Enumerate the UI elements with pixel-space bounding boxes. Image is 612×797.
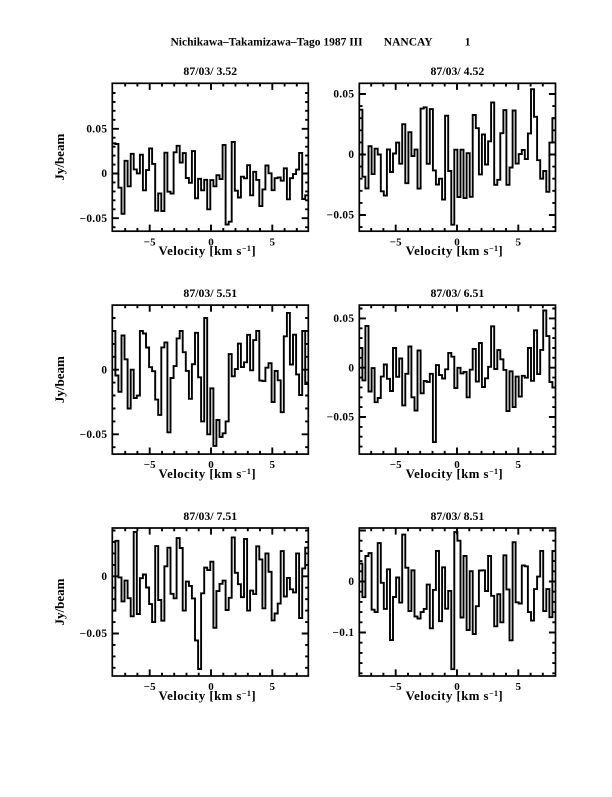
svg-text:0: 0 — [101, 571, 107, 583]
svg-text:87/03/ 6.51: 87/03/ 6.51 — [431, 286, 485, 300]
svg-text:Jy/beam: Jy/beam — [52, 578, 67, 625]
svg-text:0: 0 — [454, 459, 460, 471]
svg-text:−0.05: −0.05 — [80, 429, 108, 441]
svg-text:0: 0 — [208, 681, 214, 693]
svg-text:1: 1 — [465, 37, 471, 49]
svg-text:Velocity [km s−1]: Velocity [km s−1] — [406, 689, 504, 703]
svg-text:0.05: 0.05 — [333, 313, 354, 325]
svg-text:0: 0 — [454, 681, 460, 693]
svg-text:0.05: 0.05 — [333, 89, 354, 101]
svg-text:87/03/ 5.51: 87/03/ 5.51 — [183, 286, 237, 300]
svg-text:Velocity [km s−1]: Velocity [km s−1] — [159, 689, 256, 703]
svg-text:0.05: 0.05 — [86, 123, 107, 135]
svg-text:5: 5 — [270, 459, 276, 471]
svg-text:5: 5 — [516, 681, 522, 693]
svg-text:87/03/ 7.51: 87/03/ 7.51 — [183, 509, 237, 523]
svg-text:5: 5 — [516, 236, 522, 248]
svg-text:87/03/ 3.52: 87/03/ 3.52 — [183, 64, 237, 78]
svg-text:Velocity [km s−1]: Velocity [km s−1] — [159, 467, 256, 481]
svg-text:0: 0 — [348, 576, 354, 588]
svg-text:0: 0 — [208, 459, 214, 471]
svg-text:0: 0 — [101, 364, 107, 376]
svg-text:Nichikawa–Takamizawa–Tago 1987: Nichikawa–Takamizawa–Tago 1987 III — [171, 37, 364, 49]
svg-text:0: 0 — [348, 149, 354, 161]
svg-text:Velocity [km s−1]: Velocity [km s−1] — [406, 467, 504, 481]
svg-text:0: 0 — [454, 236, 460, 248]
svg-text:0: 0 — [101, 168, 107, 180]
svg-text:0: 0 — [208, 236, 214, 248]
svg-text:−0.05: −0.05 — [80, 213, 108, 225]
svg-text:−5: −5 — [390, 459, 402, 471]
svg-text:−0.05: −0.05 — [327, 412, 355, 424]
svg-text:Jy/beam: Jy/beam — [52, 356, 67, 403]
svg-text:−5: −5 — [390, 681, 402, 693]
svg-text:Velocity [km s−1]: Velocity [km s−1] — [159, 244, 256, 258]
svg-text:Velocity [km s−1]: Velocity [km s−1] — [406, 244, 504, 258]
svg-text:5: 5 — [270, 681, 276, 693]
svg-text:0: 0 — [348, 362, 354, 374]
svg-text:5: 5 — [516, 459, 522, 471]
svg-text:−5: −5 — [390, 236, 402, 248]
svg-text:87/03/ 4.52: 87/03/ 4.52 — [431, 64, 485, 78]
svg-text:−0.05: −0.05 — [80, 628, 108, 640]
svg-text:5: 5 — [270, 236, 276, 248]
svg-text:−5: −5 — [144, 236, 156, 248]
svg-text:87/03/ 8.51: 87/03/ 8.51 — [431, 509, 485, 523]
svg-text:−0.05: −0.05 — [327, 210, 355, 222]
svg-text:−5: −5 — [144, 459, 156, 471]
svg-text:−0.1: −0.1 — [333, 627, 355, 639]
svg-text:Jy/beam: Jy/beam — [52, 134, 67, 181]
svg-text:NANCAY: NANCAY — [384, 37, 433, 49]
svg-text:−5: −5 — [144, 681, 156, 693]
